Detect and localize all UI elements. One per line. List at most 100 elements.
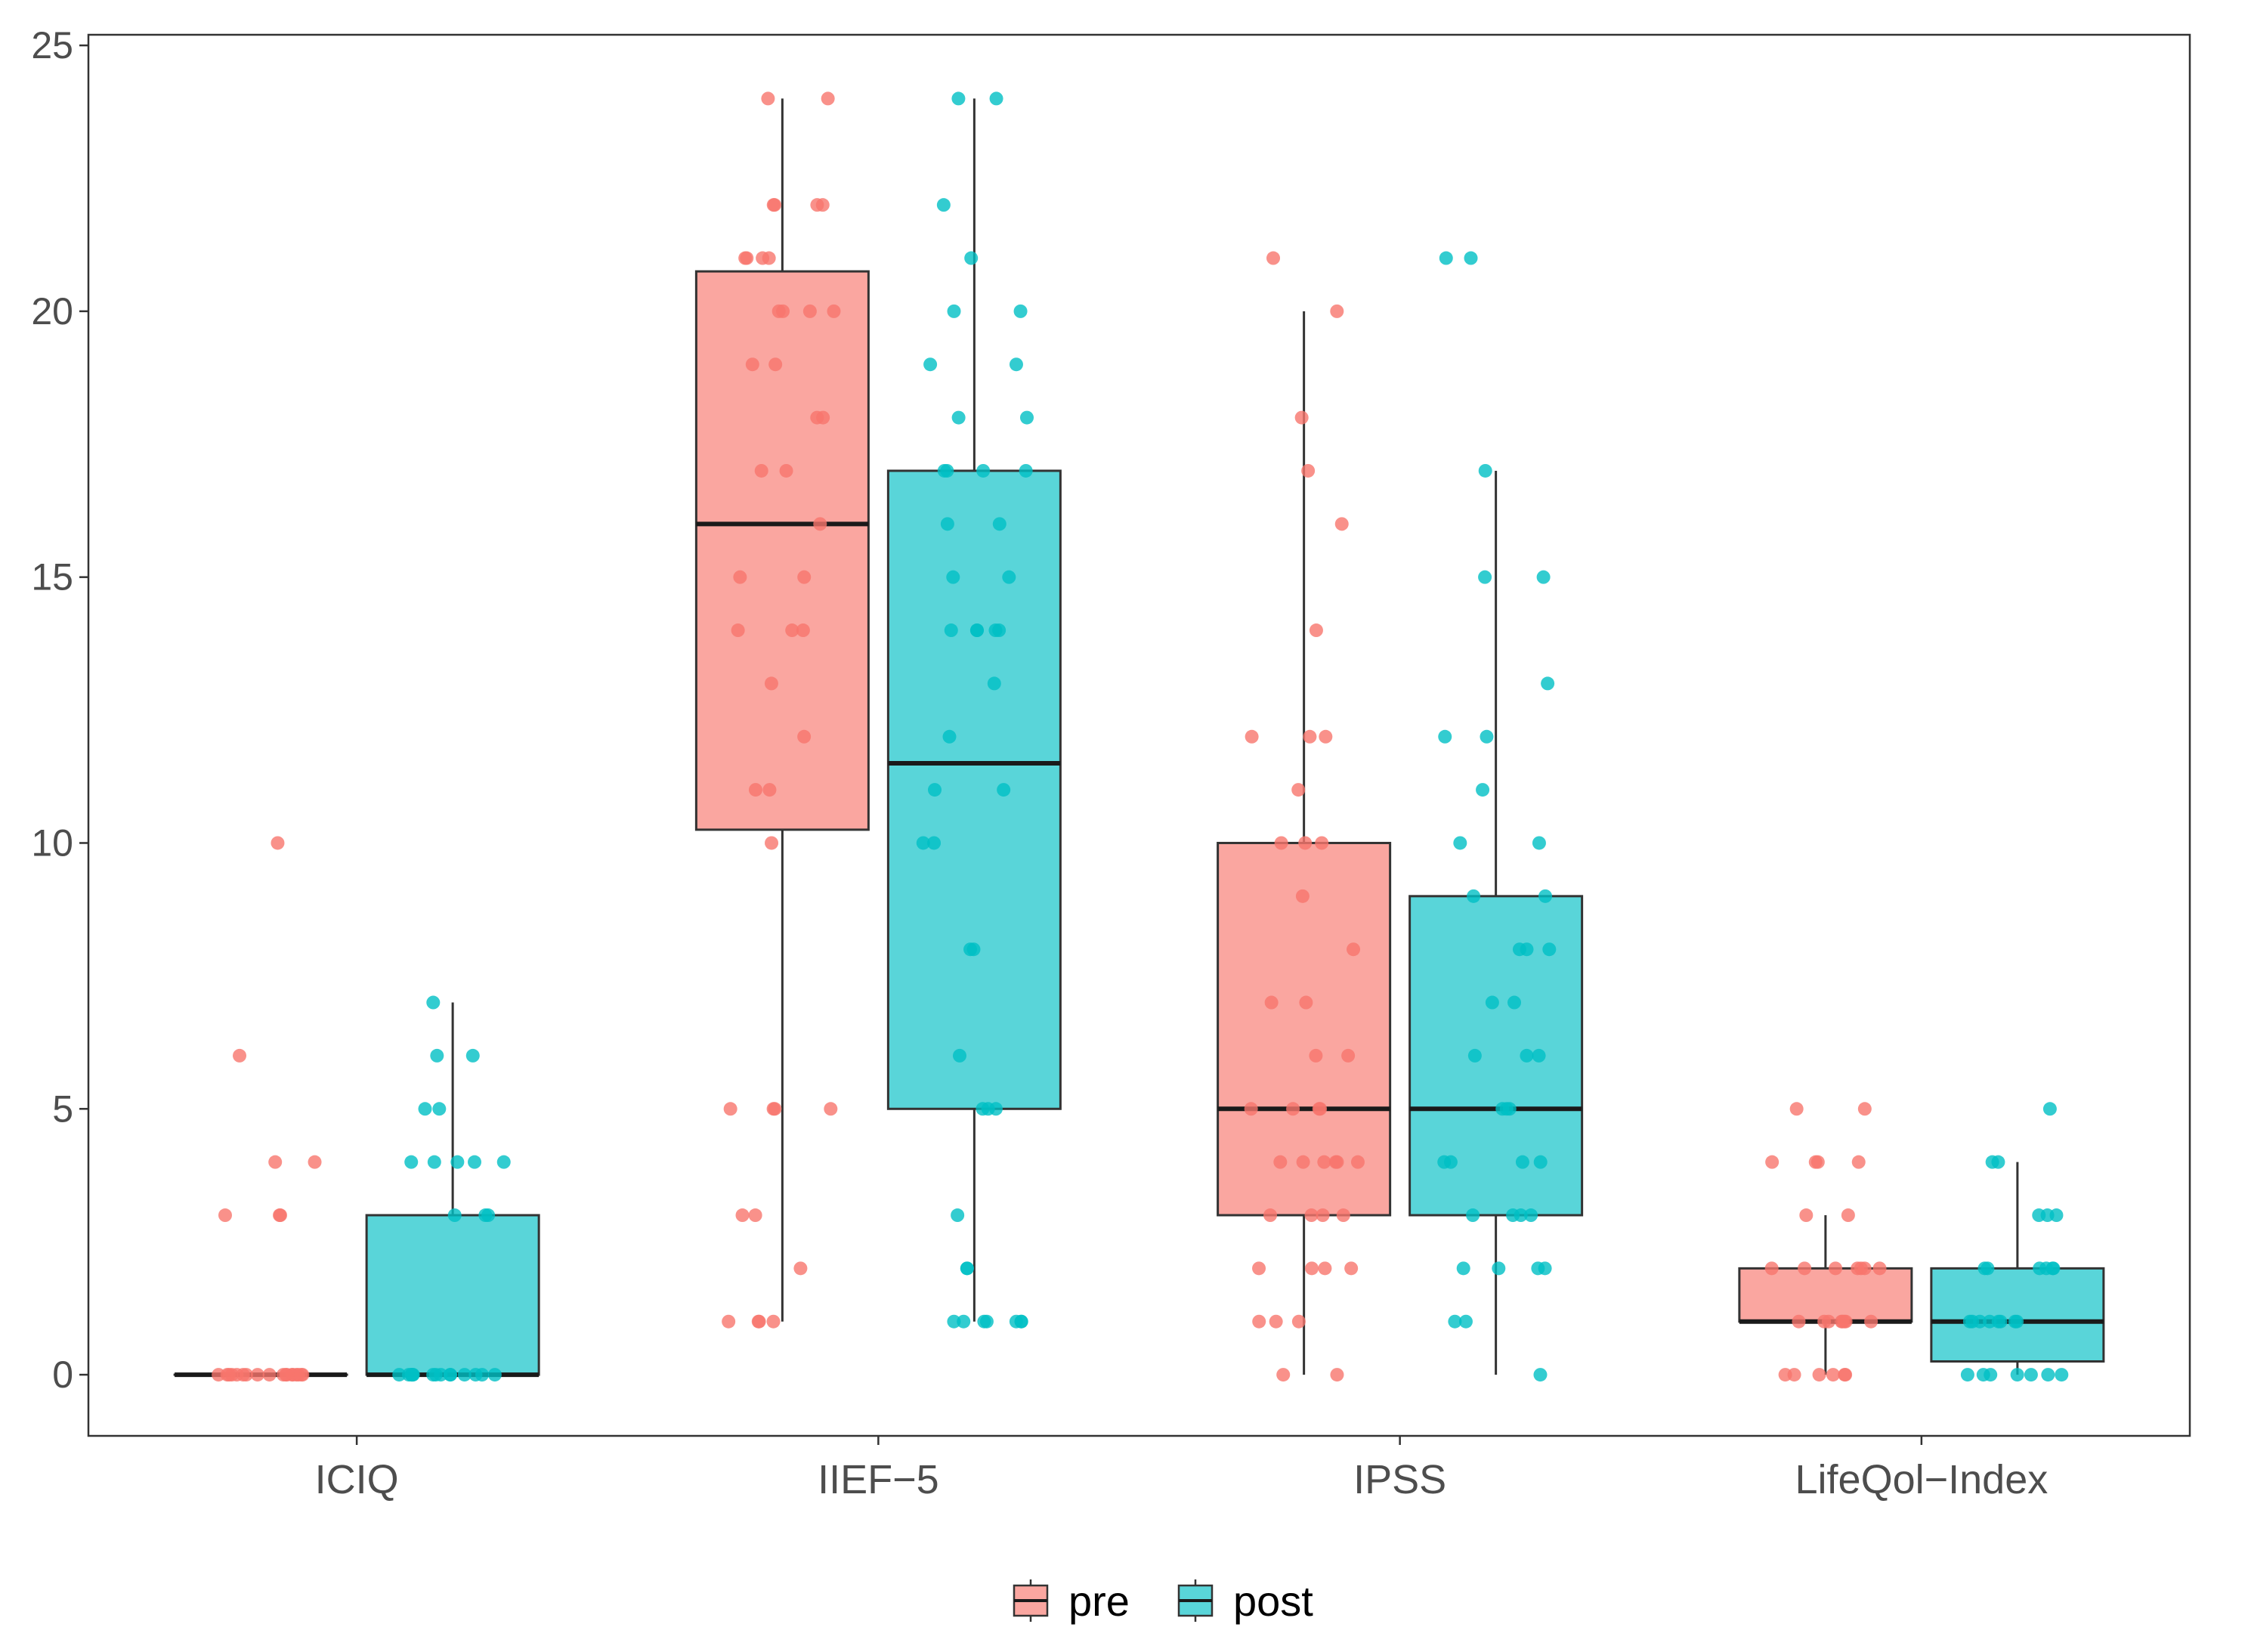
- data-point: [444, 1368, 458, 1382]
- data-point: [964, 251, 979, 265]
- data-point: [731, 623, 745, 638]
- data-point: [952, 1048, 966, 1063]
- data-point: [1872, 1261, 1887, 1276]
- data-point: [738, 251, 753, 265]
- data-point: [951, 410, 966, 425]
- data-point: [928, 783, 942, 797]
- data-point: [2042, 1102, 2057, 1116]
- y-tick-label: 0: [52, 1353, 73, 1396]
- data-point: [813, 517, 827, 531]
- data-point: [1991, 1155, 2005, 1169]
- data-point: [942, 729, 957, 744]
- data-point: [1538, 889, 1553, 903]
- data-point: [1291, 1314, 1306, 1329]
- data-point: [1765, 1155, 1780, 1169]
- data-point: [2024, 1368, 2038, 1382]
- data-point: [1298, 836, 1313, 850]
- box-body: [694, 270, 870, 831]
- data-point: [1476, 783, 1490, 797]
- data-point: [989, 91, 1003, 106]
- data-point: [1536, 570, 1551, 584]
- data-point: [960, 1261, 974, 1276]
- data-point: [1437, 1155, 1452, 1169]
- data-point: [988, 623, 1003, 638]
- data-point: [1531, 1261, 1545, 1276]
- data-point: [1299, 995, 1313, 1010]
- data-point: [1507, 995, 1522, 1010]
- data-point: [1515, 1155, 1529, 1169]
- data-point: [1458, 1314, 1473, 1329]
- data-point: [992, 517, 1006, 531]
- data-point: [1962, 1314, 1977, 1329]
- data-point: [1019, 463, 1033, 478]
- data-point: [766, 1314, 781, 1329]
- data-point: [916, 836, 930, 850]
- data-point: [940, 517, 954, 531]
- data-point: [748, 1208, 762, 1223]
- box-pre-3: [1738, 1215, 1913, 1375]
- data-point: [1009, 1314, 1023, 1329]
- data-point: [1478, 570, 1492, 584]
- data-point: [1286, 1102, 1300, 1116]
- data-point: [1812, 1368, 1826, 1382]
- data-point: [1350, 1155, 1365, 1169]
- data-point: [1336, 1208, 1350, 1223]
- data-point: [963, 942, 978, 957]
- data-point: [239, 1368, 253, 1382]
- data-point: [1826, 1368, 1840, 1382]
- data-point: [927, 836, 942, 850]
- data-point: [733, 570, 747, 584]
- data-point: [1466, 1208, 1480, 1223]
- data-point: [1480, 729, 1494, 744]
- data-point: [940, 463, 954, 478]
- data-point: [1266, 251, 1281, 265]
- data-point: [970, 623, 985, 638]
- data-point: [430, 1048, 444, 1063]
- data-point: [450, 1155, 465, 1169]
- data-point: [1984, 1368, 1998, 1382]
- x-category-label: IIEF−5: [818, 1457, 939, 1502]
- data-point: [1330, 304, 1344, 318]
- box-body: [1217, 841, 1392, 1217]
- data-point: [478, 1208, 493, 1223]
- data-point: [2010, 1314, 2024, 1329]
- data-point: [762, 783, 777, 797]
- data-point: [768, 1102, 782, 1116]
- data-point: [1319, 729, 1333, 744]
- data-point: [779, 463, 793, 478]
- data-point: [765, 836, 779, 850]
- data-point: [1309, 623, 1323, 638]
- data-point: [447, 1208, 462, 1223]
- legend: pre post: [1013, 1577, 1313, 1625]
- data-point: [748, 783, 762, 797]
- data-point: [262, 1368, 277, 1382]
- data-point: [1467, 1048, 1482, 1063]
- data-point: [1787, 1368, 1801, 1382]
- data-point: [723, 1102, 737, 1116]
- legend-entry-post: post: [1177, 1577, 1313, 1625]
- legend-label: pre: [1068, 1577, 1130, 1625]
- data-point: [1533, 1155, 1548, 1169]
- data-point: [1532, 836, 1546, 850]
- data-point: [432, 1102, 447, 1116]
- data-point: [2010, 1368, 2024, 1382]
- data-point: [1541, 676, 1555, 691]
- data-point: [796, 623, 810, 638]
- data-point: [923, 357, 938, 372]
- data-point: [1524, 1208, 1538, 1223]
- data-point: [810, 410, 824, 425]
- data-point: [768, 198, 782, 212]
- data-point: [1274, 836, 1288, 850]
- data-point: [771, 304, 786, 318]
- data-point: [1495, 1102, 1510, 1116]
- data-point: [1864, 1314, 1878, 1329]
- y-axis: 0 5 10 15 20 25: [31, 24, 88, 1396]
- data-point: [1464, 251, 1478, 265]
- data-point: [793, 1261, 808, 1276]
- data-point: [947, 1314, 961, 1329]
- data-point: [426, 995, 441, 1010]
- data-point: [745, 357, 759, 372]
- data-point: [1485, 995, 1499, 1010]
- data-point: [1341, 1048, 1356, 1063]
